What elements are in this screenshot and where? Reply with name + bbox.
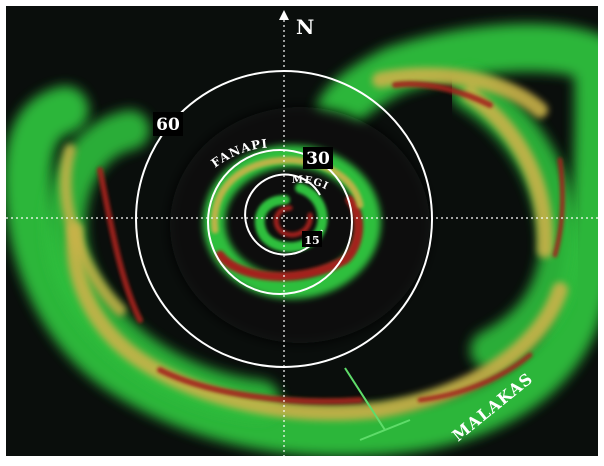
north-label: N (296, 15, 314, 39)
ring-label-15: 15 (304, 234, 319, 247)
ring-label-60: 60 (156, 115, 180, 135)
outer-rainband-green (6, 23, 598, 456)
label-box-60 (153, 112, 183, 136)
spiral-core-green (254, 183, 328, 253)
range-ring-60 (135, 70, 433, 368)
range-ring-30 (207, 149, 353, 295)
outer-rainband-red (97, 81, 493, 405)
left-rainband-yellow (59, 144, 126, 316)
eyewall-yellow (210, 156, 364, 234)
rainbands (6, 23, 598, 456)
rainband-red-right (417, 157, 565, 403)
north-arrow-icon (279, 10, 289, 20)
ring-label-30: 30 (306, 149, 330, 169)
range-ring-15 (244, 173, 323, 256)
label-box-15 (302, 231, 322, 247)
label-box-30 (303, 147, 333, 169)
track-marker (344, 367, 411, 441)
spiral-core-red (273, 205, 313, 238)
outer-rainband-yellow (66, 67, 568, 421)
